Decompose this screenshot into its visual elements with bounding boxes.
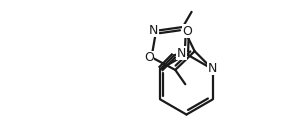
Text: N: N bbox=[208, 62, 217, 75]
Text: O: O bbox=[182, 25, 192, 38]
Text: N: N bbox=[149, 24, 158, 37]
Text: N: N bbox=[177, 47, 186, 60]
Text: O: O bbox=[144, 51, 154, 64]
